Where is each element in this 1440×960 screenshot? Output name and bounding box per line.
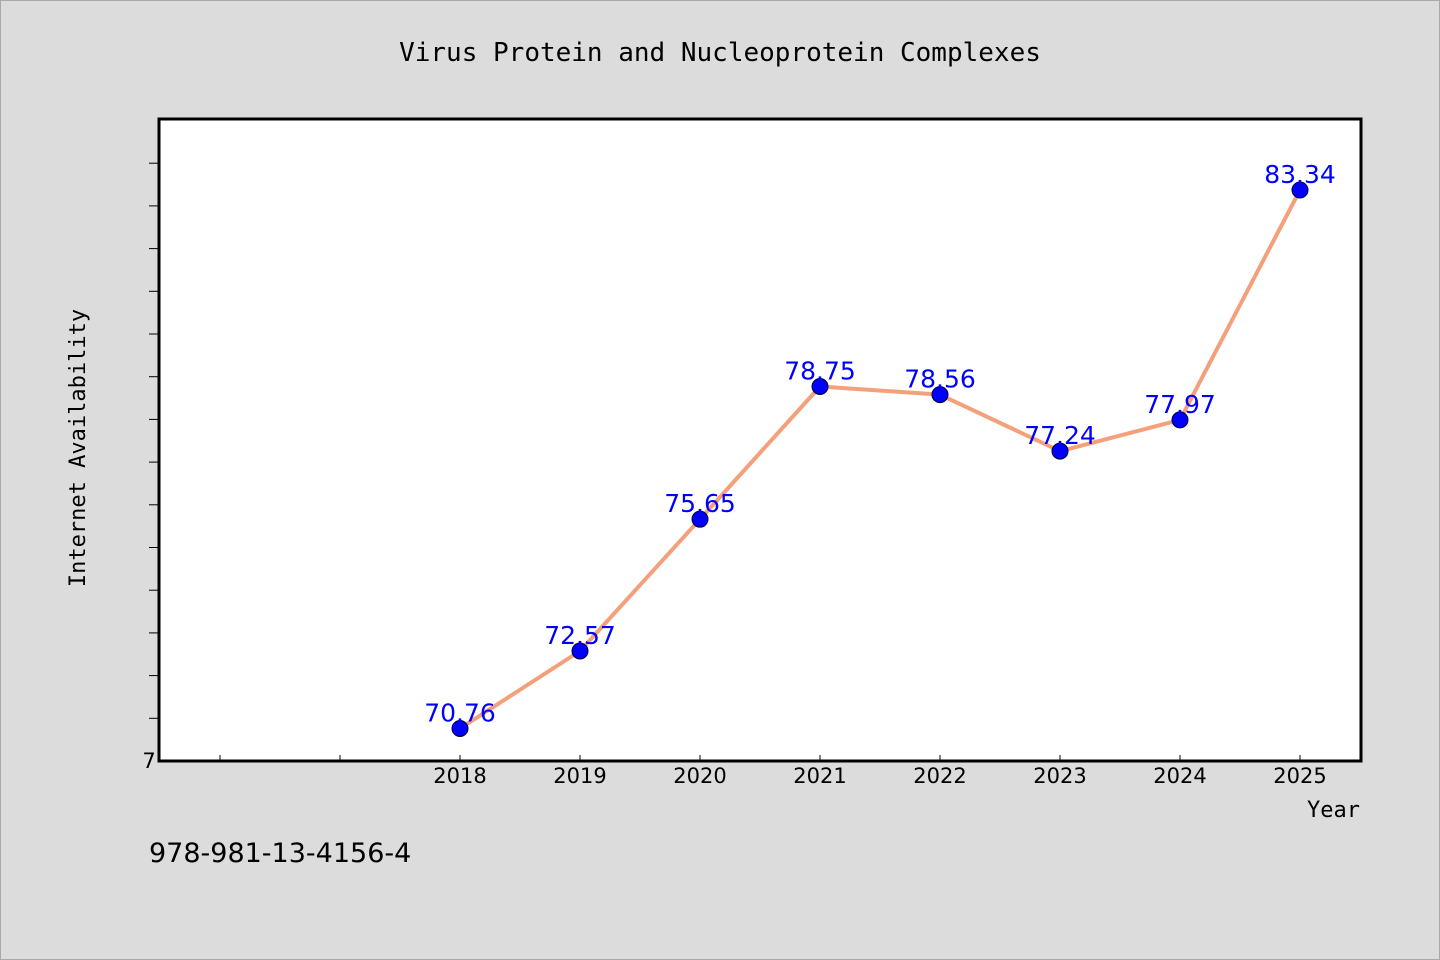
y-tick-label: 7	[142, 749, 155, 773]
x-tick-label: 2018	[433, 764, 486, 788]
data-label: 77.24	[1024, 421, 1096, 450]
data-point	[571, 642, 589, 660]
x-tick-label: 2025	[1273, 764, 1326, 788]
x-tick-labels: 2018 2019 2020 2021 2022 2023 2024 2025	[433, 764, 1326, 788]
x-tick-label: 2024	[1153, 764, 1206, 788]
y-axis-ticks	[149, 162, 159, 719]
data-label: 72.57	[544, 621, 616, 650]
x-tick-label: 2021	[793, 764, 846, 788]
x-tick-label: 2022	[913, 764, 966, 788]
data-point	[1051, 442, 1069, 460]
data-label: 70.76	[424, 698, 496, 727]
data-point	[811, 378, 829, 395]
data-point	[691, 510, 709, 528]
series-line	[458, 189, 1302, 731]
chart-title: Virus Protein and Nucleoprotein Complexe…	[399, 38, 1041, 68]
x-axis-label: Year	[1307, 798, 1360, 823]
x-tick-label: 2023	[1033, 764, 1086, 788]
x-tick-label: 2020	[673, 764, 726, 788]
data-label: 75.65	[664, 489, 736, 518]
data-point	[451, 719, 469, 737]
data-label: 77.97	[1144, 390, 1216, 419]
data-point	[1171, 411, 1189, 429]
data-point	[1291, 181, 1309, 199]
data-label: 78.56	[904, 365, 976, 394]
data-point	[931, 386, 949, 404]
data-label: 83.34	[1264, 160, 1336, 189]
isbn-label: 978-981-13-4156-4	[149, 838, 411, 869]
x-tick-label: 2019	[553, 764, 606, 788]
data-label: 78.75	[784, 357, 856, 386]
x-axis-ticks	[219, 755, 1301, 761]
plot-area	[157, 117, 1363, 763]
series-group: 70.76 72.57 75.65 78.75 78.56 77.24 77.97 83.34	[424, 160, 1336, 737]
y-axis-label: Internet Availability	[66, 309, 91, 587]
